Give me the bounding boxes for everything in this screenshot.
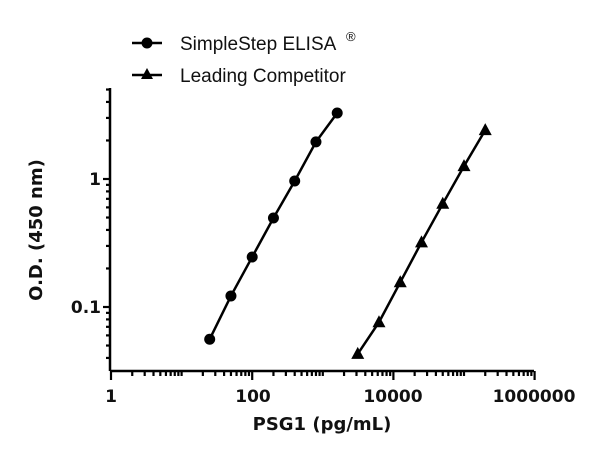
series-competitor	[351, 123, 492, 359]
y-tick-label-1: 1	[89, 170, 101, 190]
triangle-marker-icon	[141, 68, 153, 79]
data-point-circle	[267, 212, 279, 224]
data-point-circle	[204, 333, 216, 345]
data-point-triangle	[457, 159, 471, 172]
registered-mark: ®	[346, 29, 356, 44]
data-point-triangle	[372, 315, 386, 328]
x-tick-label-1000000: 1000000	[493, 387, 576, 407]
series-simplestep	[204, 107, 343, 345]
legend-label-simplestep: SimpleStep ELISA	[180, 34, 337, 55]
legend-label-competitor: Leading Competitor	[180, 66, 346, 87]
x-axis	[109, 369, 536, 380]
data-point-triangle	[393, 275, 407, 288]
x-tick-label-1: 1	[105, 387, 117, 407]
data-point-circle	[246, 251, 258, 263]
legend: SimpleStep ELISA ® Leading Competitor	[132, 29, 356, 87]
plot-area	[204, 107, 492, 359]
legend-item-competitor: Leading Competitor	[132, 66, 346, 87]
data-point-triangle	[478, 123, 492, 136]
y-tick-label-0.1: 0.1	[71, 298, 101, 318]
x-tick-label-10000: 10000	[363, 387, 422, 407]
legend-item-simplestep: SimpleStep ELISA ®	[132, 29, 356, 55]
y-axis	[103, 88, 112, 371]
data-point-circle	[225, 290, 237, 302]
data-point-circle	[289, 175, 301, 187]
data-point-circle	[310, 136, 322, 148]
data-point-triangle	[436, 196, 450, 209]
x-axis-title: PSG1 (pg/mL)	[253, 414, 392, 435]
x-tick-label-100: 100	[235, 387, 271, 407]
circle-marker-icon	[141, 37, 153, 49]
y-axis-title: O.D. (450 nm)	[26, 159, 47, 301]
data-point-triangle	[351, 346, 365, 359]
data-point-circle	[331, 107, 343, 119]
data-point-triangle	[414, 235, 428, 248]
